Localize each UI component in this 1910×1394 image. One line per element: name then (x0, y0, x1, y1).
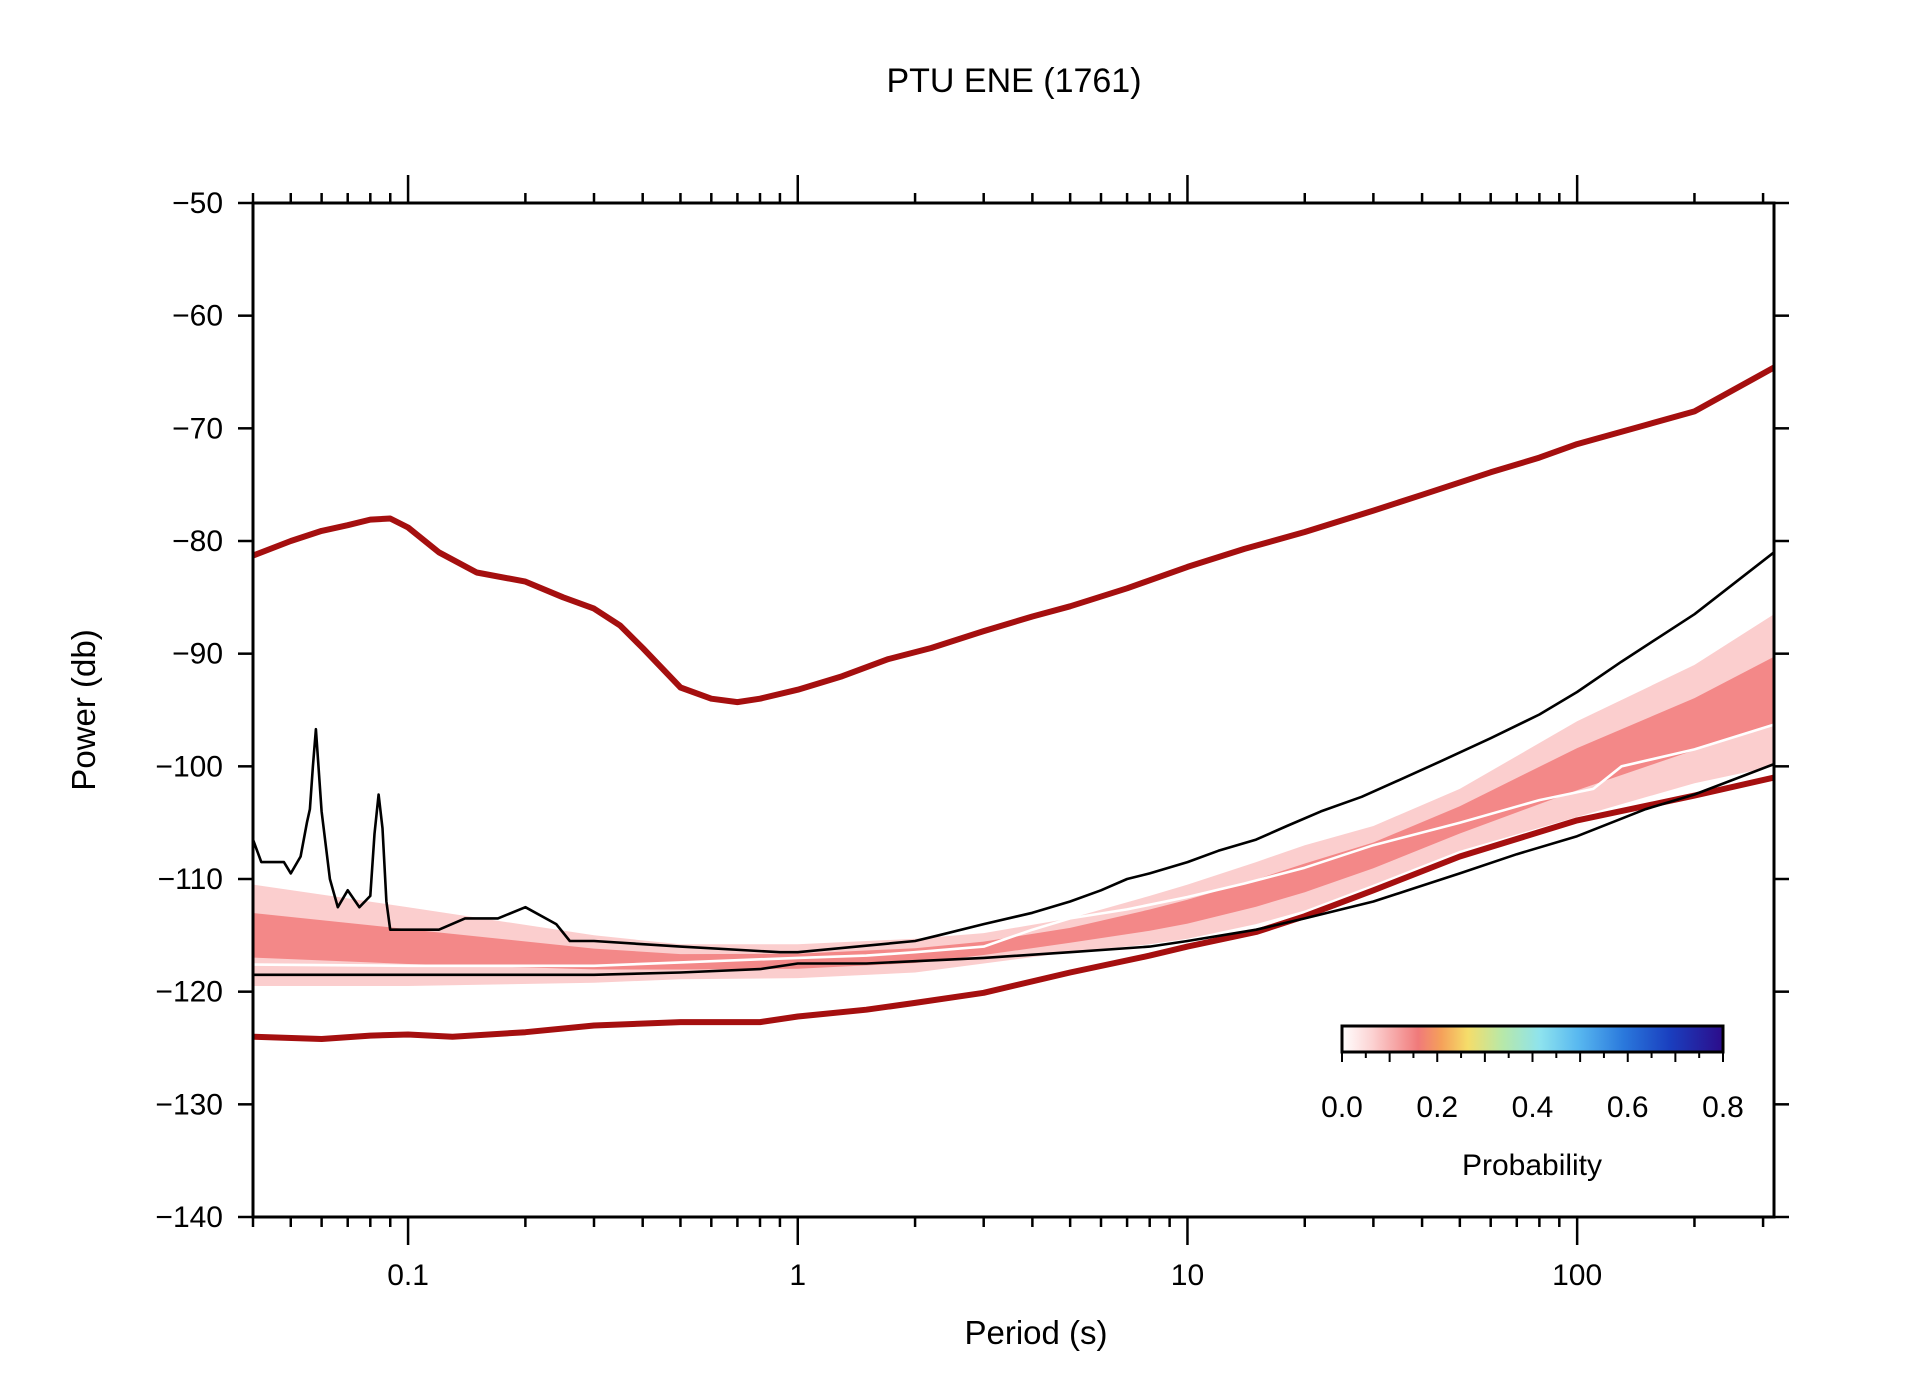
y-tick-label: −70 (172, 412, 223, 445)
colorbar-tick-label: 0.4 (1512, 1091, 1554, 1124)
colorbar-tick-label: 0.8 (1702, 1091, 1744, 1124)
y-tick-label: −100 (155, 750, 223, 783)
y-tick-label: −120 (155, 976, 223, 1009)
y-tick-label: −110 (158, 863, 223, 896)
x-tick-label: 100 (1552, 1259, 1602, 1292)
y-tick-label: −80 (172, 525, 223, 558)
y-tick-label: −140 (155, 1201, 223, 1234)
axes: −140 −130 −120 −110 −100 −90 −80 −70 −60 −50 0.1 1 1… (155, 175, 1789, 1292)
y-tick-label: −90 (172, 638, 223, 671)
colorbar-tick-label: 0.6 (1607, 1091, 1649, 1124)
plot-area (253, 364, 1774, 1042)
colorbar-ticks: 0.0 0.2 0.4 0.6 0.8 (1321, 1052, 1744, 1124)
high-noise-model-line (253, 364, 1774, 706)
x-tick-label: 10 (1171, 1259, 1204, 1292)
plot-frame (251, 201, 1776, 1219)
chart-title: PTU ENE (1761) (886, 62, 1141, 100)
y-axis-title: Power (db) (65, 629, 102, 790)
upper-percentile-line (253, 550, 1774, 954)
colorbar-tick-label: 0.2 (1416, 1091, 1458, 1124)
colorbar-title: Probability (1462, 1149, 1602, 1182)
x-axis-title: Period (s) (964, 1314, 1107, 1351)
probability-colorbar: 0.0 0.2 0.4 0.6 0.8 Probability (1321, 1024, 1744, 1182)
probability-band-core (253, 656, 1774, 970)
colorbar-gradient (1340, 1024, 1725, 1054)
low-noise-model-line (253, 774, 1774, 1042)
x-tick-label: 1 (789, 1259, 806, 1292)
y-tick-label: −130 (155, 1088, 223, 1121)
mode-line (253, 723, 1774, 968)
y-tick-label: −60 (172, 300, 223, 333)
colorbar-tick-label: 0.0 (1321, 1091, 1363, 1124)
y-tick-label: −50 (172, 187, 223, 220)
lower-percentile-line (253, 762, 1774, 977)
x-tick-label: 0.1 (387, 1259, 429, 1292)
